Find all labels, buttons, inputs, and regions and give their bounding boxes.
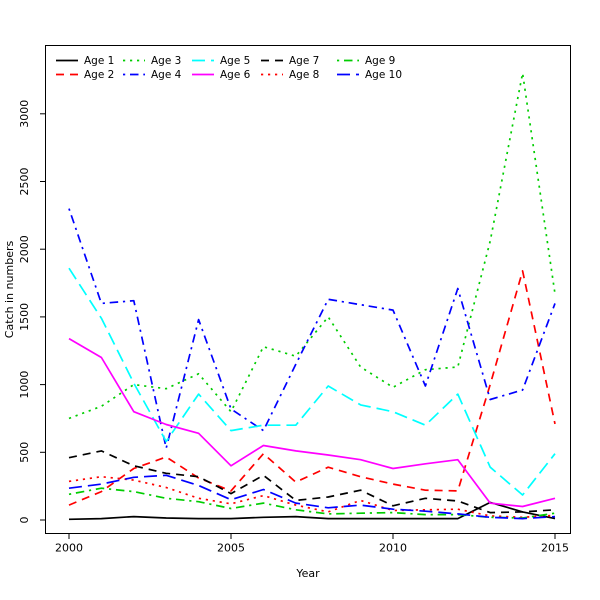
legend-label-age-1: Age 1: [84, 55, 114, 67]
series-line-age-1: [68, 501, 556, 521]
legend-item-age-4: Age 4: [123, 69, 182, 81]
legend-item-age-7: Age 7: [261, 55, 319, 67]
x-tick-label-2010: 2010: [379, 542, 407, 555]
plot-box: [45, 45, 571, 534]
x-axis-title: Year: [295, 567, 320, 580]
series-line-age-6: [68, 337, 556, 508]
legend: Age 1 Age 2 Age 3 Age 4 Age 5 Age 6 Age 7 Age 8…: [56, 55, 402, 81]
x-tick-label-2005: 2005: [217, 542, 245, 555]
legend-label-age-3: Age 3: [151, 55, 181, 67]
y-tick-label-1000: 1000: [18, 371, 31, 399]
legend-label-age-4: Age 4: [151, 69, 182, 81]
legend-item-age-2: Age 2: [56, 69, 114, 81]
y-axis-title: Catch in numbers: [3, 241, 16, 339]
legend-item-age-5: Age 5: [192, 55, 250, 67]
y-tick-label-2500: 2500: [18, 168, 31, 196]
series-line-age-3: [68, 72, 556, 420]
y-tick-label-0: 0: [18, 517, 31, 524]
legend-item-age-6: Age 6: [192, 69, 251, 81]
legend-item-age-1: Age 1: [56, 55, 114, 67]
legend-item-age-3: Age 3: [123, 55, 181, 67]
series-line-age-10: [68, 474, 556, 520]
legend-label-age-5: Age 5: [220, 55, 250, 67]
series-line-age-8: [68, 475, 556, 519]
legend-label-age-10: Age 10: [365, 69, 402, 81]
legend-label-age-8: Age 8: [289, 69, 319, 81]
x-tick-label-2000: 2000: [55, 542, 83, 555]
legend-item-age-8: Age 8: [261, 69, 319, 81]
series-line-age-9: [68, 487, 556, 519]
legend-label-age-7: Age 7: [289, 55, 319, 67]
legend-label-age-2: Age 2: [84, 69, 114, 81]
legend-label-age-6: Age 6: [220, 69, 251, 81]
series-line-age-4: [68, 208, 556, 450]
y-tick-label-3000: 3000: [18, 100, 31, 128]
series-line-age-7: [68, 450, 556, 514]
y-tick-label-2000: 2000: [18, 235, 31, 263]
y-tick-label-1500: 1500: [18, 303, 31, 331]
series-line-age-5: [68, 267, 556, 496]
series-line-age-2: [68, 270, 556, 506]
legend-label-age-9: Age 9: [365, 55, 395, 67]
legend-item-age-9: Age 9: [337, 55, 395, 67]
x-tick-label-2015: 2015: [541, 542, 569, 555]
y-tick-label-500: 500: [18, 442, 31, 463]
legend-item-age-10: Age 10: [337, 69, 402, 81]
